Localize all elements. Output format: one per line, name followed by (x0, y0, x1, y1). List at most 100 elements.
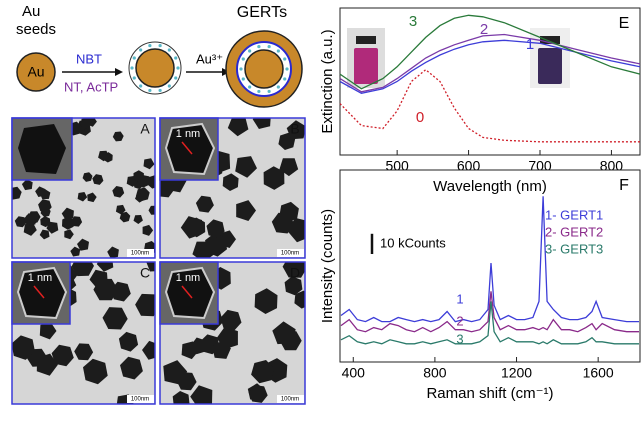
scale-bar-label: 10 kCounts (380, 235, 446, 250)
series-number: 1 (456, 291, 463, 306)
particle (74, 343, 94, 361)
scale-bg (277, 395, 304, 403)
molecule (132, 76, 136, 80)
molecule-ring (130, 43, 180, 93)
particle (80, 118, 92, 129)
product-label: GERTs (237, 4, 287, 21)
particle (77, 192, 88, 202)
molecule (176, 66, 180, 70)
panel-letter: B (290, 121, 299, 137)
series-label: 3 (409, 13, 417, 30)
particle (25, 213, 37, 226)
series-label: 2 (480, 21, 488, 38)
gap-arrow (181, 141, 193, 155)
molecule (257, 89, 261, 94)
particle (23, 222, 37, 236)
particle (254, 288, 278, 314)
molecule (174, 76, 178, 80)
particle (272, 321, 296, 345)
series-number: 2 (456, 313, 463, 328)
molecule (241, 77, 245, 81)
core (135, 48, 175, 88)
vial-photos (347, 28, 570, 88)
border (159, 117, 306, 259)
particle (120, 356, 143, 380)
particle (236, 200, 256, 221)
vial-cap (540, 36, 560, 44)
particle (227, 118, 249, 137)
molecule-ring (239, 44, 289, 94)
vial (354, 48, 378, 84)
particle (235, 156, 257, 178)
panel-letter: F (619, 177, 629, 194)
particle (142, 340, 155, 360)
particle (142, 224, 154, 236)
particle (38, 199, 52, 213)
step-label: Au³⁺ (196, 51, 223, 66)
particle (21, 179, 33, 191)
particle (46, 221, 59, 234)
panel-letter: E (619, 15, 630, 32)
molecule (267, 89, 271, 94)
particle (248, 385, 268, 403)
step-label: NBT (76, 51, 102, 66)
particle (118, 331, 139, 352)
molecule (167, 48, 171, 52)
schematic: Au seeds Au NBT NT, AcTP Au³⁺ GERTs (16, 3, 303, 108)
step-label: NT, AcTP (64, 79, 118, 94)
particle (148, 205, 155, 215)
panel-letter: A (140, 121, 150, 137)
panel-letter: C (140, 265, 150, 281)
molecule (267, 44, 271, 49)
charts: 500 600 700 800 Wavelength (nm) Extinction (a… (319, 7, 641, 402)
molecule (257, 44, 261, 49)
molecule (158, 43, 162, 48)
vial (538, 48, 562, 84)
particle (137, 174, 151, 188)
particle (112, 131, 124, 142)
particle (195, 195, 214, 213)
gap-label: 1 nm (176, 128, 200, 140)
particle (115, 204, 126, 215)
particle (14, 216, 27, 228)
particle (61, 207, 74, 221)
particle (71, 262, 94, 277)
particle (263, 166, 285, 190)
particle (252, 118, 271, 129)
border (11, 261, 156, 405)
particle (251, 360, 275, 384)
core (244, 49, 284, 89)
y-axis-label: Extinction (a.u.) (319, 29, 336, 133)
x-tick-label: 800 (423, 365, 447, 381)
particle (39, 229, 50, 240)
particle (102, 307, 128, 330)
molecule (241, 57, 245, 61)
particle (83, 358, 108, 385)
particle (172, 391, 190, 404)
x-tick-label: 400 (342, 365, 366, 381)
x-tick-label: 700 (528, 158, 552, 174)
scale-bg (277, 249, 304, 257)
series-line (340, 301, 639, 345)
particle (92, 174, 104, 185)
molecule (283, 77, 287, 81)
particle (282, 262, 305, 278)
scale-bg (127, 249, 154, 257)
scale-label: 100nm (281, 251, 299, 257)
series-line (340, 291, 639, 333)
seed-label: seeds (16, 21, 56, 38)
particle (40, 216, 51, 228)
vial-cap (356, 36, 376, 44)
molecule (285, 67, 289, 71)
series-line (339, 14, 641, 90)
core-label: Au (27, 64, 44, 80)
particle (284, 276, 303, 296)
x-tick-label: 600 (457, 158, 481, 174)
particle (205, 233, 227, 257)
particle (98, 150, 109, 162)
particle (133, 215, 143, 224)
molecule (174, 56, 178, 60)
series-line (339, 68, 640, 143)
particle (212, 340, 231, 359)
series-line (339, 33, 641, 93)
